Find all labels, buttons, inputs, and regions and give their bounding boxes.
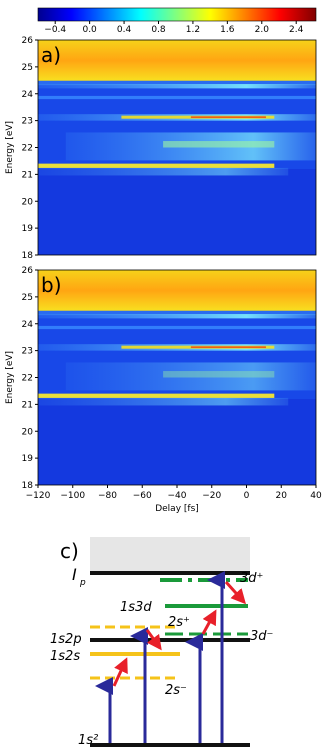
x-tick-label: −40 (168, 491, 187, 501)
colorbar-tick-label: 1.6 (220, 25, 235, 35)
colorbar-tick-label: 2.4 (289, 25, 304, 35)
heatmap-band (38, 84, 316, 89)
heatmap-band (38, 393, 275, 398)
level-label: 2s⁺ (168, 615, 190, 630)
y-tick-label: 26 (22, 36, 34, 46)
x-tick-label: −120 (26, 491, 51, 501)
y-tick-label: 19 (22, 454, 34, 464)
colorbar-tick-label: 0.8 (151, 25, 166, 35)
x-tick-label: 40 (310, 491, 322, 501)
y-tick-label: 26 (22, 266, 34, 276)
y-tick-label: 21 (22, 400, 33, 410)
y-tick-label: 20 (22, 197, 34, 207)
y-tick-label: 22 (22, 374, 33, 384)
heatmap-band (38, 167, 289, 176)
heatmap-band (38, 169, 316, 255)
colorbar-tick-label: 0.0 (82, 25, 97, 35)
y-tick-label: 18 (22, 481, 34, 491)
level-label: 1s2p (50, 632, 82, 647)
heatmap-band (163, 141, 275, 148)
heatmap-band (38, 397, 289, 406)
x-tick-label: −60 (133, 491, 152, 501)
x-tick-label: −100 (60, 491, 85, 501)
colorbar-tick-label: −0.4 (44, 25, 66, 35)
x-tick-label: 0 (244, 491, 250, 501)
heatmap (38, 40, 316, 255)
heatmap-band (38, 40, 316, 81)
x-tick-label: −80 (98, 491, 117, 501)
level-label: 3d⁺ (240, 571, 263, 586)
level-label: 1s² (78, 733, 98, 748)
y-tick-label: 18 (22, 251, 34, 261)
colorbar-tick-label: 1.2 (186, 25, 200, 35)
y-tick-label: 24 (22, 90, 34, 100)
x-tick-label: −20 (202, 491, 221, 501)
heatmap-band (38, 95, 316, 100)
y-axis-label: Energy [eV] (5, 121, 15, 174)
panel-label: c) (60, 539, 79, 563)
panel-label: b) (41, 273, 62, 297)
ip-label: I (72, 565, 77, 584)
heatmap-band (38, 270, 316, 311)
colorbar-tick-label: 0.4 (117, 25, 132, 35)
ip-sub: p (79, 578, 86, 588)
y-axis-label: Energy [eV] (5, 351, 15, 404)
heatmap-band (65, 362, 316, 391)
y-tick-label: 20 (22, 427, 34, 437)
heatmap-band (163, 371, 275, 378)
heatmap-band (38, 399, 316, 485)
y-tick-label: 23 (22, 347, 33, 357)
level-label: 1s3d (120, 600, 152, 615)
diagram: c) I p 3d⁺ 1s3d 2s⁺ 1s2p 3d⁻ 1s2s 2s⁻ 1s… (50, 537, 273, 748)
level-label: 3d⁻ (250, 629, 273, 644)
heatmap-band (190, 116, 266, 119)
heatmap-band (38, 310, 316, 316)
heatmap-band (38, 80, 316, 86)
x-tick-label: 20 (276, 491, 288, 501)
heatmap-band (38, 325, 316, 330)
y-tick-label: 25 (22, 293, 33, 303)
y-tick-label: 24 (22, 320, 34, 330)
x-axis-label: Delay [fs] (155, 504, 199, 514)
heatmap (38, 270, 316, 485)
panel-label: a) (41, 43, 61, 67)
y-tick-label: 19 (22, 224, 34, 234)
y-tick-label: 21 (22, 170, 33, 180)
heatmap-band (190, 346, 266, 349)
y-tick-label: 22 (22, 144, 33, 154)
level-label: 1s2s (50, 649, 80, 664)
level-label: 2s⁻ (165, 683, 187, 698)
heatmap-band (38, 163, 275, 168)
heatmap-band (38, 314, 316, 319)
colorbar-tick-label: 2.0 (255, 25, 270, 35)
y-tick-label: 23 (22, 117, 33, 127)
y-tick-label: 25 (22, 63, 33, 73)
colorbar (37, 7, 317, 22)
